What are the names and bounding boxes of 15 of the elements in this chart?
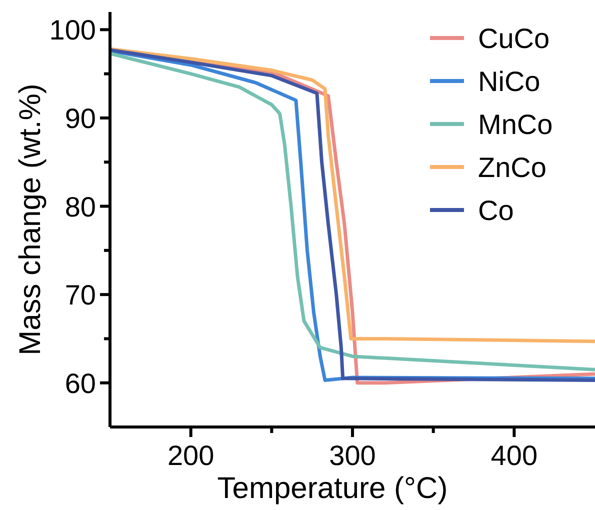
y-tick-label: 80	[64, 191, 96, 222]
y-tick-label: 90	[64, 102, 96, 134]
legend-label: Co	[478, 195, 514, 226]
x-tick-label: 200	[167, 440, 214, 471]
y-axis-title: Mass change (wt.%)	[14, 84, 47, 356]
x-tick-label: 300	[329, 440, 376, 471]
legend-label: NiCo	[478, 66, 540, 97]
y-tick-label: 60	[64, 368, 96, 399]
legend-label: MnCo	[478, 109, 553, 140]
y-tick-label: 100	[49, 14, 96, 46]
legend-label: ZnCo	[478, 152, 546, 183]
legend-label: CuCo	[478, 23, 550, 54]
x-axis-title: Temperature (°C)	[217, 472, 448, 505]
x-tick-label: 400	[490, 440, 538, 471]
y-tick-label: 70	[64, 280, 96, 311]
